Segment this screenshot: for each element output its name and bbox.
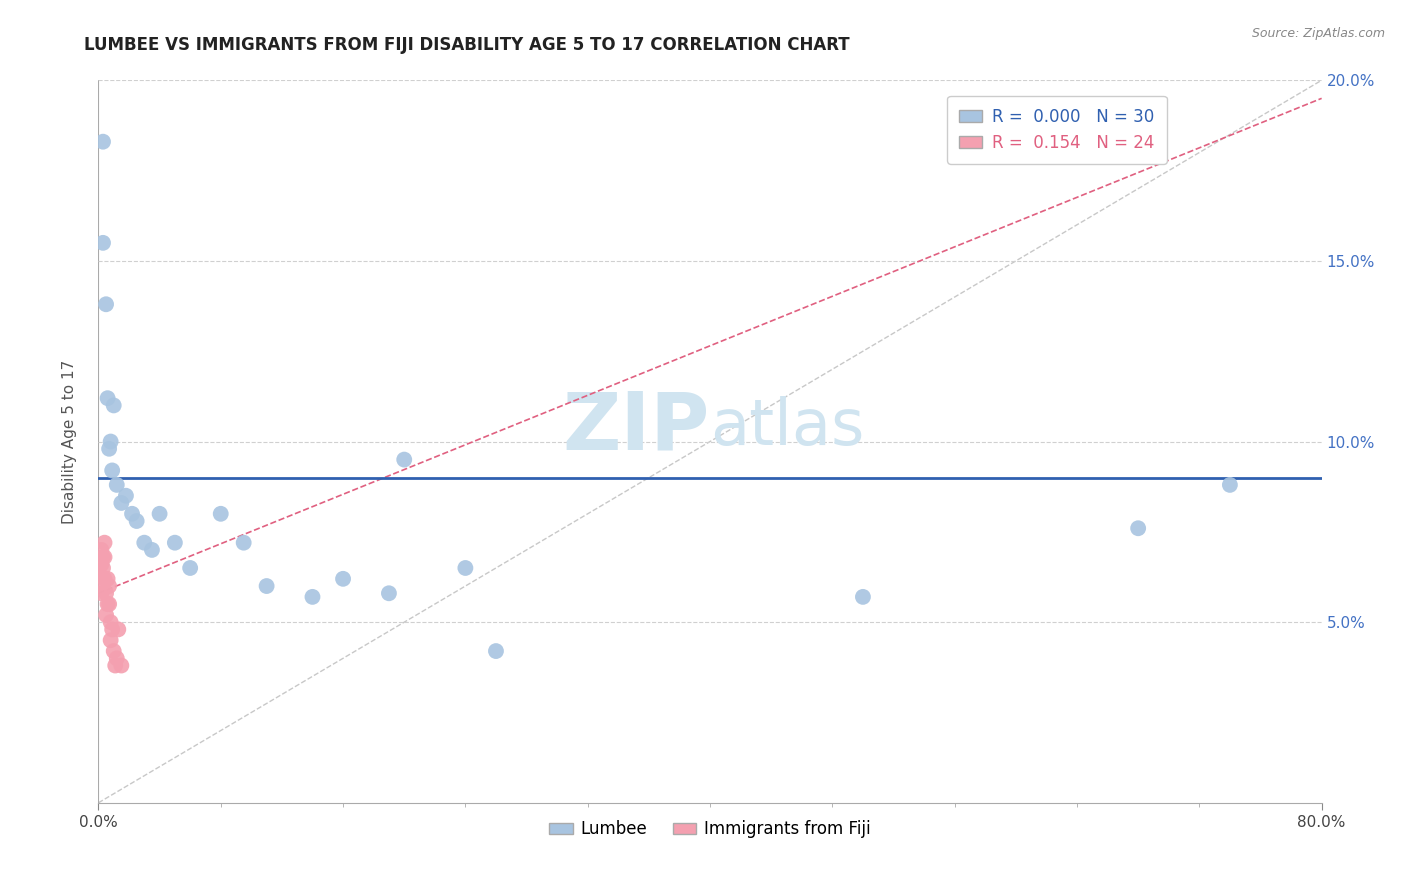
Point [134, 535, 156, 549]
Point [256, 579, 278, 593]
Point [94, 586, 117, 600]
Point [100, 434, 122, 449]
Point [90, 558, 112, 572]
Point [852, 590, 875, 604]
Point [105, 478, 128, 492]
Point [301, 590, 323, 604]
Point [100, 633, 122, 648]
Y-axis label: Disability Age 5 to 17: Disability Age 5 to 17 [62, 359, 77, 524]
Point [97, 597, 120, 611]
Point [97, 391, 120, 405]
Point [93, 572, 115, 586]
Point [97, 572, 120, 586]
Point [110, 658, 132, 673]
Point [93, 535, 115, 549]
Point [98, 579, 121, 593]
Point [101, 463, 124, 477]
Point [89, 568, 111, 582]
Point [1219, 478, 1241, 492]
Point [103, 398, 125, 412]
Point [378, 586, 401, 600]
Point [110, 496, 132, 510]
Point [100, 615, 122, 630]
Point [125, 514, 148, 528]
Point [91, 550, 114, 565]
Point [90, 542, 112, 557]
Point [90, 586, 112, 600]
Point [94, 297, 117, 311]
Point [485, 644, 508, 658]
Point [121, 507, 143, 521]
Point [179, 561, 201, 575]
Point [149, 507, 172, 521]
Point [232, 535, 254, 549]
Text: Source: ZipAtlas.com: Source: ZipAtlas.com [1251, 27, 1385, 40]
Point [91, 235, 114, 250]
Point [392, 452, 416, 467]
Point [94, 607, 117, 622]
Point [103, 644, 125, 658]
Point [332, 572, 354, 586]
Point [93, 550, 115, 565]
Point [104, 658, 127, 673]
Legend: Lumbee, Immigrants from Fiji: Lumbee, Immigrants from Fiji [543, 814, 877, 845]
Text: LUMBEE VS IMMIGRANTS FROM FIJI DISABILITY AGE 5 TO 17 CORRELATION CHART: LUMBEE VS IMMIGRANTS FROM FIJI DISABILIT… [84, 36, 851, 54]
Point [454, 561, 477, 575]
Point [209, 507, 232, 521]
Text: atlas: atlas [710, 396, 865, 458]
Text: ZIP: ZIP [562, 388, 710, 467]
Point [91, 579, 114, 593]
Point [141, 542, 163, 557]
Point [98, 442, 121, 456]
Point [107, 623, 129, 637]
Point [101, 623, 124, 637]
Point [1128, 521, 1150, 535]
Point [98, 597, 121, 611]
Point [105, 651, 128, 665]
Point [115, 489, 138, 503]
Point [91, 135, 114, 149]
Point [91, 561, 114, 575]
Point [163, 535, 186, 549]
